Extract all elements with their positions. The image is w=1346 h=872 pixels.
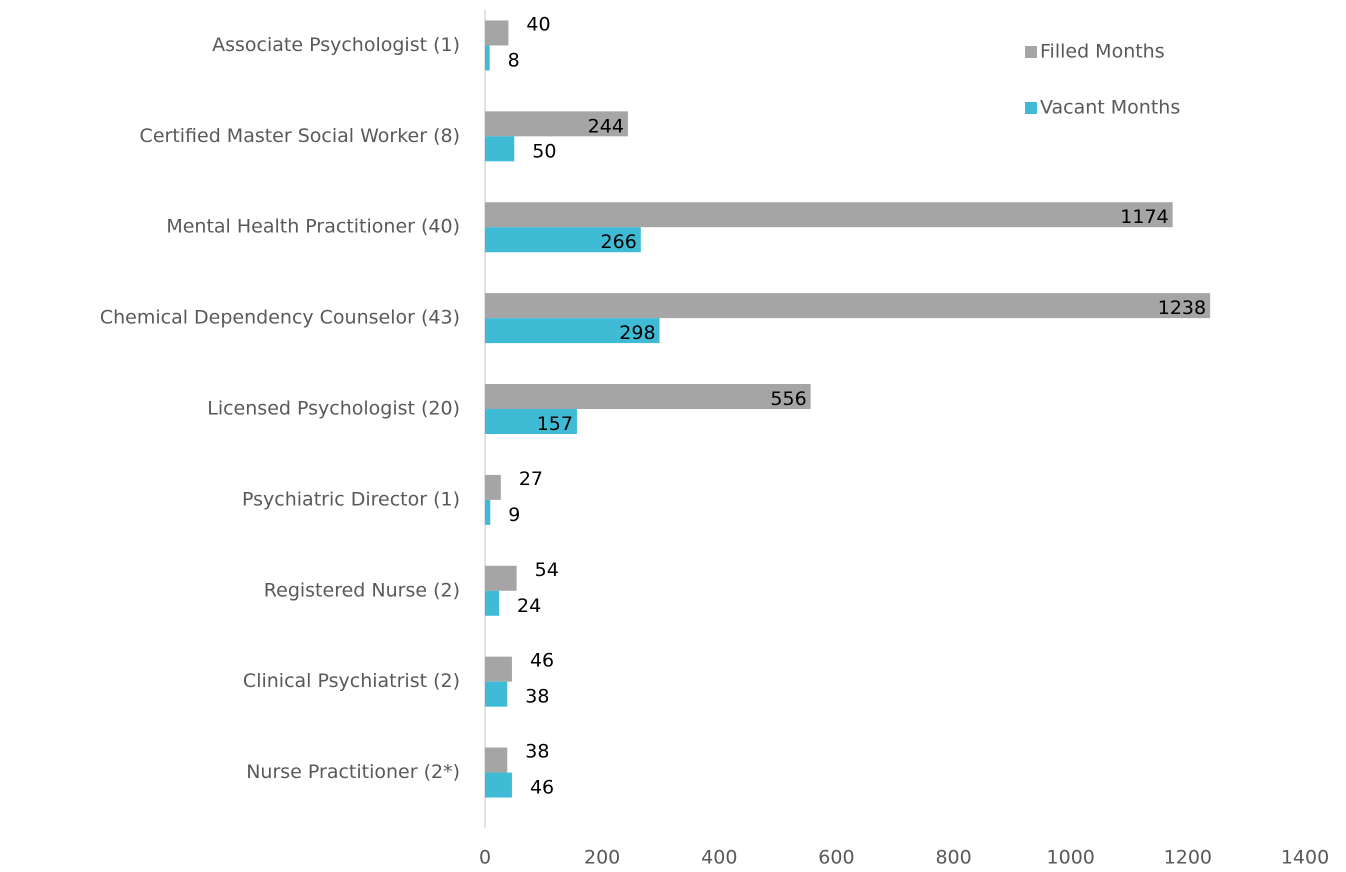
y-tick-label: Associate Psychologist (1) — [212, 34, 460, 56]
data-label: 9 — [508, 504, 520, 526]
bar — [485, 565, 517, 591]
data-label: 8 — [508, 49, 520, 71]
y-tick-label: Clinical Psychiatrist (2) — [243, 670, 460, 692]
data-label: 38 — [525, 741, 549, 763]
legend-swatch — [1025, 46, 1037, 58]
y-tick-label: Nurse Practitioner (2*) — [246, 761, 460, 783]
data-label: 27 — [519, 468, 543, 490]
data-label: 50 — [532, 140, 556, 162]
x-tick-label: 600 — [818, 847, 854, 869]
data-label: 1174 — [1120, 206, 1168, 228]
bar — [485, 227, 641, 253]
x-tick-label: 1400 — [1281, 847, 1329, 869]
data-label: 46 — [530, 650, 554, 672]
bar — [485, 293, 1211, 319]
y-tick-label: Mental Health Practitioner (40) — [166, 216, 460, 238]
y-tick-label: Licensed Psychologist (20) — [207, 398, 460, 420]
data-label: 298 — [619, 322, 655, 344]
data-label: 46 — [530, 777, 554, 799]
bar — [485, 681, 508, 707]
bar — [485, 656, 512, 682]
data-label: 24 — [517, 595, 541, 617]
x-tick-label: 200 — [584, 847, 620, 869]
bar — [485, 499, 491, 525]
bar — [485, 202, 1173, 228]
bar — [485, 590, 500, 616]
x-tick-label: 400 — [701, 847, 737, 869]
data-label: 54 — [535, 559, 559, 581]
legend-label: Filled Months — [1040, 41, 1165, 63]
x-tick-label: 1000 — [1047, 847, 1095, 869]
bar — [485, 45, 490, 71]
data-label: 556 — [770, 388, 806, 410]
bar — [485, 772, 512, 798]
x-tick-label: 0 — [479, 847, 491, 869]
data-label: 1238 — [1158, 297, 1206, 319]
data-label: 38 — [525, 686, 549, 708]
x-tick-label: 1200 — [1164, 847, 1212, 869]
data-label: 244 — [588, 115, 624, 137]
bar — [485, 474, 501, 500]
data-label: 40 — [526, 13, 550, 35]
y-tick-label: Psychiatric Director (1) — [242, 488, 460, 510]
bar — [485, 20, 509, 46]
legend-swatch — [1025, 102, 1037, 114]
bar — [485, 111, 628, 137]
bar — [485, 384, 811, 409]
data-label: 266 — [601, 231, 637, 253]
bar — [485, 136, 515, 162]
y-tick-label: Certified Master Social Worker (8) — [140, 125, 460, 147]
x-tick-label: 800 — [935, 847, 971, 869]
y-tick-label: Registered Nurse (2) — [264, 579, 460, 601]
bar — [485, 318, 660, 344]
data-label: 157 — [537, 413, 573, 435]
legend-label: Vacant Months — [1040, 97, 1180, 119]
y-tick-label: Chemical Dependency Counselor (43) — [100, 307, 460, 329]
bar — [485, 409, 577, 434]
bar — [485, 747, 508, 773]
